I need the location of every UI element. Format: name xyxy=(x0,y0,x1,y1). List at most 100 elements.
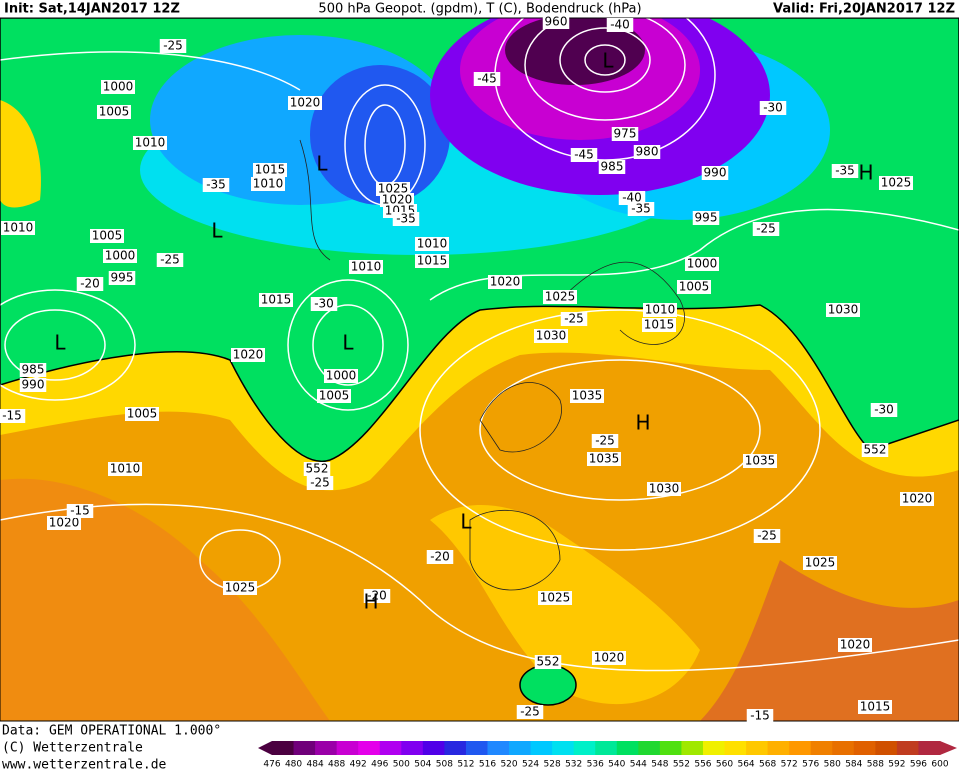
label-box xyxy=(643,303,677,317)
colorbar-swatch xyxy=(767,741,790,755)
isoline-label: -25 xyxy=(520,705,540,719)
isoline-label: -25 xyxy=(757,529,777,543)
isoline-label: 1005 xyxy=(319,389,350,403)
label-box xyxy=(90,229,124,243)
map-title: 500 hPa Geopot. (gpdm), T (C), Bodendruc… xyxy=(318,2,641,17)
label-box xyxy=(376,182,410,196)
isoline-label: -25 xyxy=(564,312,584,326)
field-blue xyxy=(310,65,450,205)
colorbar-swatch xyxy=(918,741,941,755)
isoline-label: -35 xyxy=(835,164,855,178)
label-box xyxy=(542,15,570,29)
isoline-label: 1010 xyxy=(417,237,448,251)
colorbar-swatch xyxy=(702,741,726,755)
isoline-label: -25 xyxy=(310,476,330,490)
isoline-label: 1020 xyxy=(382,193,413,207)
isoline-label: 1005 xyxy=(92,229,123,243)
colorbar-swatch xyxy=(358,741,381,755)
isoline-label: -20 xyxy=(367,589,387,603)
isoline-label: 552 xyxy=(537,655,560,669)
isoline-label: 1015 xyxy=(644,318,675,332)
isoline-label: 1010 xyxy=(351,260,382,274)
label-box xyxy=(870,403,898,417)
label-box xyxy=(133,136,167,150)
colorbar-swatch xyxy=(379,741,402,755)
label-box xyxy=(317,389,351,403)
label-box xyxy=(0,409,26,423)
colorbar-tick-label: 592 xyxy=(888,760,905,770)
isoline-label: 1030 xyxy=(649,482,680,496)
label-box xyxy=(861,443,889,457)
colorbar-tick-label: 556 xyxy=(694,760,711,770)
label-box xyxy=(415,237,449,251)
isoline-label: 1000 xyxy=(687,257,718,271)
label-box xyxy=(627,202,655,216)
label-box xyxy=(633,145,661,159)
label-box xyxy=(306,476,334,490)
isoline-label: 1030 xyxy=(828,303,859,317)
map xyxy=(0,18,959,721)
isoline-label: 1020 xyxy=(490,275,521,289)
website: www.wetterzentrale.de xyxy=(2,758,167,770)
isoline-label: -15 xyxy=(750,709,770,723)
colorbar-tick-label: 528 xyxy=(544,760,561,770)
isoline-label: 1010 xyxy=(3,221,34,235)
label-box xyxy=(746,709,774,723)
colorbar-tick-label: 524 xyxy=(522,760,539,770)
isoline-label: 1010 xyxy=(253,177,284,191)
label-box xyxy=(223,581,257,595)
label-box xyxy=(685,257,719,271)
isoline-label: 1025 xyxy=(540,591,571,605)
isoline-label: -35 xyxy=(396,212,416,226)
label-box xyxy=(19,363,47,377)
colorbar-tick-label: 564 xyxy=(737,760,754,770)
isoline-label: 1020 xyxy=(49,516,80,530)
isoline-label: -25 xyxy=(595,434,615,448)
label-box xyxy=(803,556,837,570)
coastlines xyxy=(299,139,685,591)
isoline-label: 985 xyxy=(601,160,624,174)
label-box xyxy=(108,462,142,476)
isoline-label: -40 xyxy=(622,191,642,205)
label-box xyxy=(587,452,621,466)
label-box xyxy=(251,177,285,191)
label-box xyxy=(253,163,287,177)
label-box xyxy=(743,454,777,468)
label-box xyxy=(692,211,720,225)
pressure-center: H xyxy=(635,411,650,435)
isoline-label: 1005 xyxy=(679,280,710,294)
label-box xyxy=(838,638,872,652)
isoline-label: 1015 xyxy=(417,254,448,268)
isoline-label: -25 xyxy=(160,253,180,267)
isoline-label: 1025 xyxy=(225,581,256,595)
colorbar-swatch xyxy=(638,741,661,755)
colorbar-swatch xyxy=(530,741,553,755)
isoline-label: 1015 xyxy=(261,293,292,307)
map-frame xyxy=(0,17,959,722)
label-box xyxy=(560,312,588,326)
valid-time: Valid: Fri,20JAN2017 12Z xyxy=(773,2,955,17)
colorbar-tick-label: 508 xyxy=(436,760,453,770)
label-box xyxy=(759,101,787,115)
isoline-label: -20 xyxy=(80,277,100,291)
isoline-label: 1000 xyxy=(326,369,357,383)
isoline-label: 995 xyxy=(695,211,718,225)
colorbar-tick-label: 568 xyxy=(759,760,776,770)
isoline-label: 980 xyxy=(636,145,659,159)
isoline-label: 960 xyxy=(545,15,568,29)
label-box xyxy=(324,369,358,383)
colorbar-swatch xyxy=(724,741,747,755)
label-box xyxy=(202,178,230,192)
colorbar-swatch xyxy=(832,741,855,755)
pressure-center: L xyxy=(460,510,472,534)
pressure-center: L xyxy=(54,331,66,355)
colorbar-swatch xyxy=(853,741,876,755)
pressure-center: H xyxy=(858,161,873,185)
colorbar-arrow-right xyxy=(940,741,957,755)
pressure-center: L xyxy=(211,219,223,243)
pressure-center: L xyxy=(316,152,328,176)
label-box xyxy=(159,39,187,53)
colorbar-swatch xyxy=(509,741,532,755)
isoline-label: 552 xyxy=(306,462,329,476)
